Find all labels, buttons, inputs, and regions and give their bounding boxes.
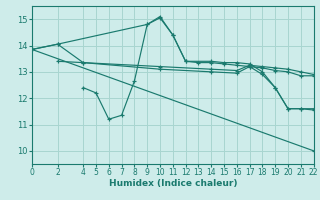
X-axis label: Humidex (Indice chaleur): Humidex (Indice chaleur) bbox=[108, 179, 237, 188]
